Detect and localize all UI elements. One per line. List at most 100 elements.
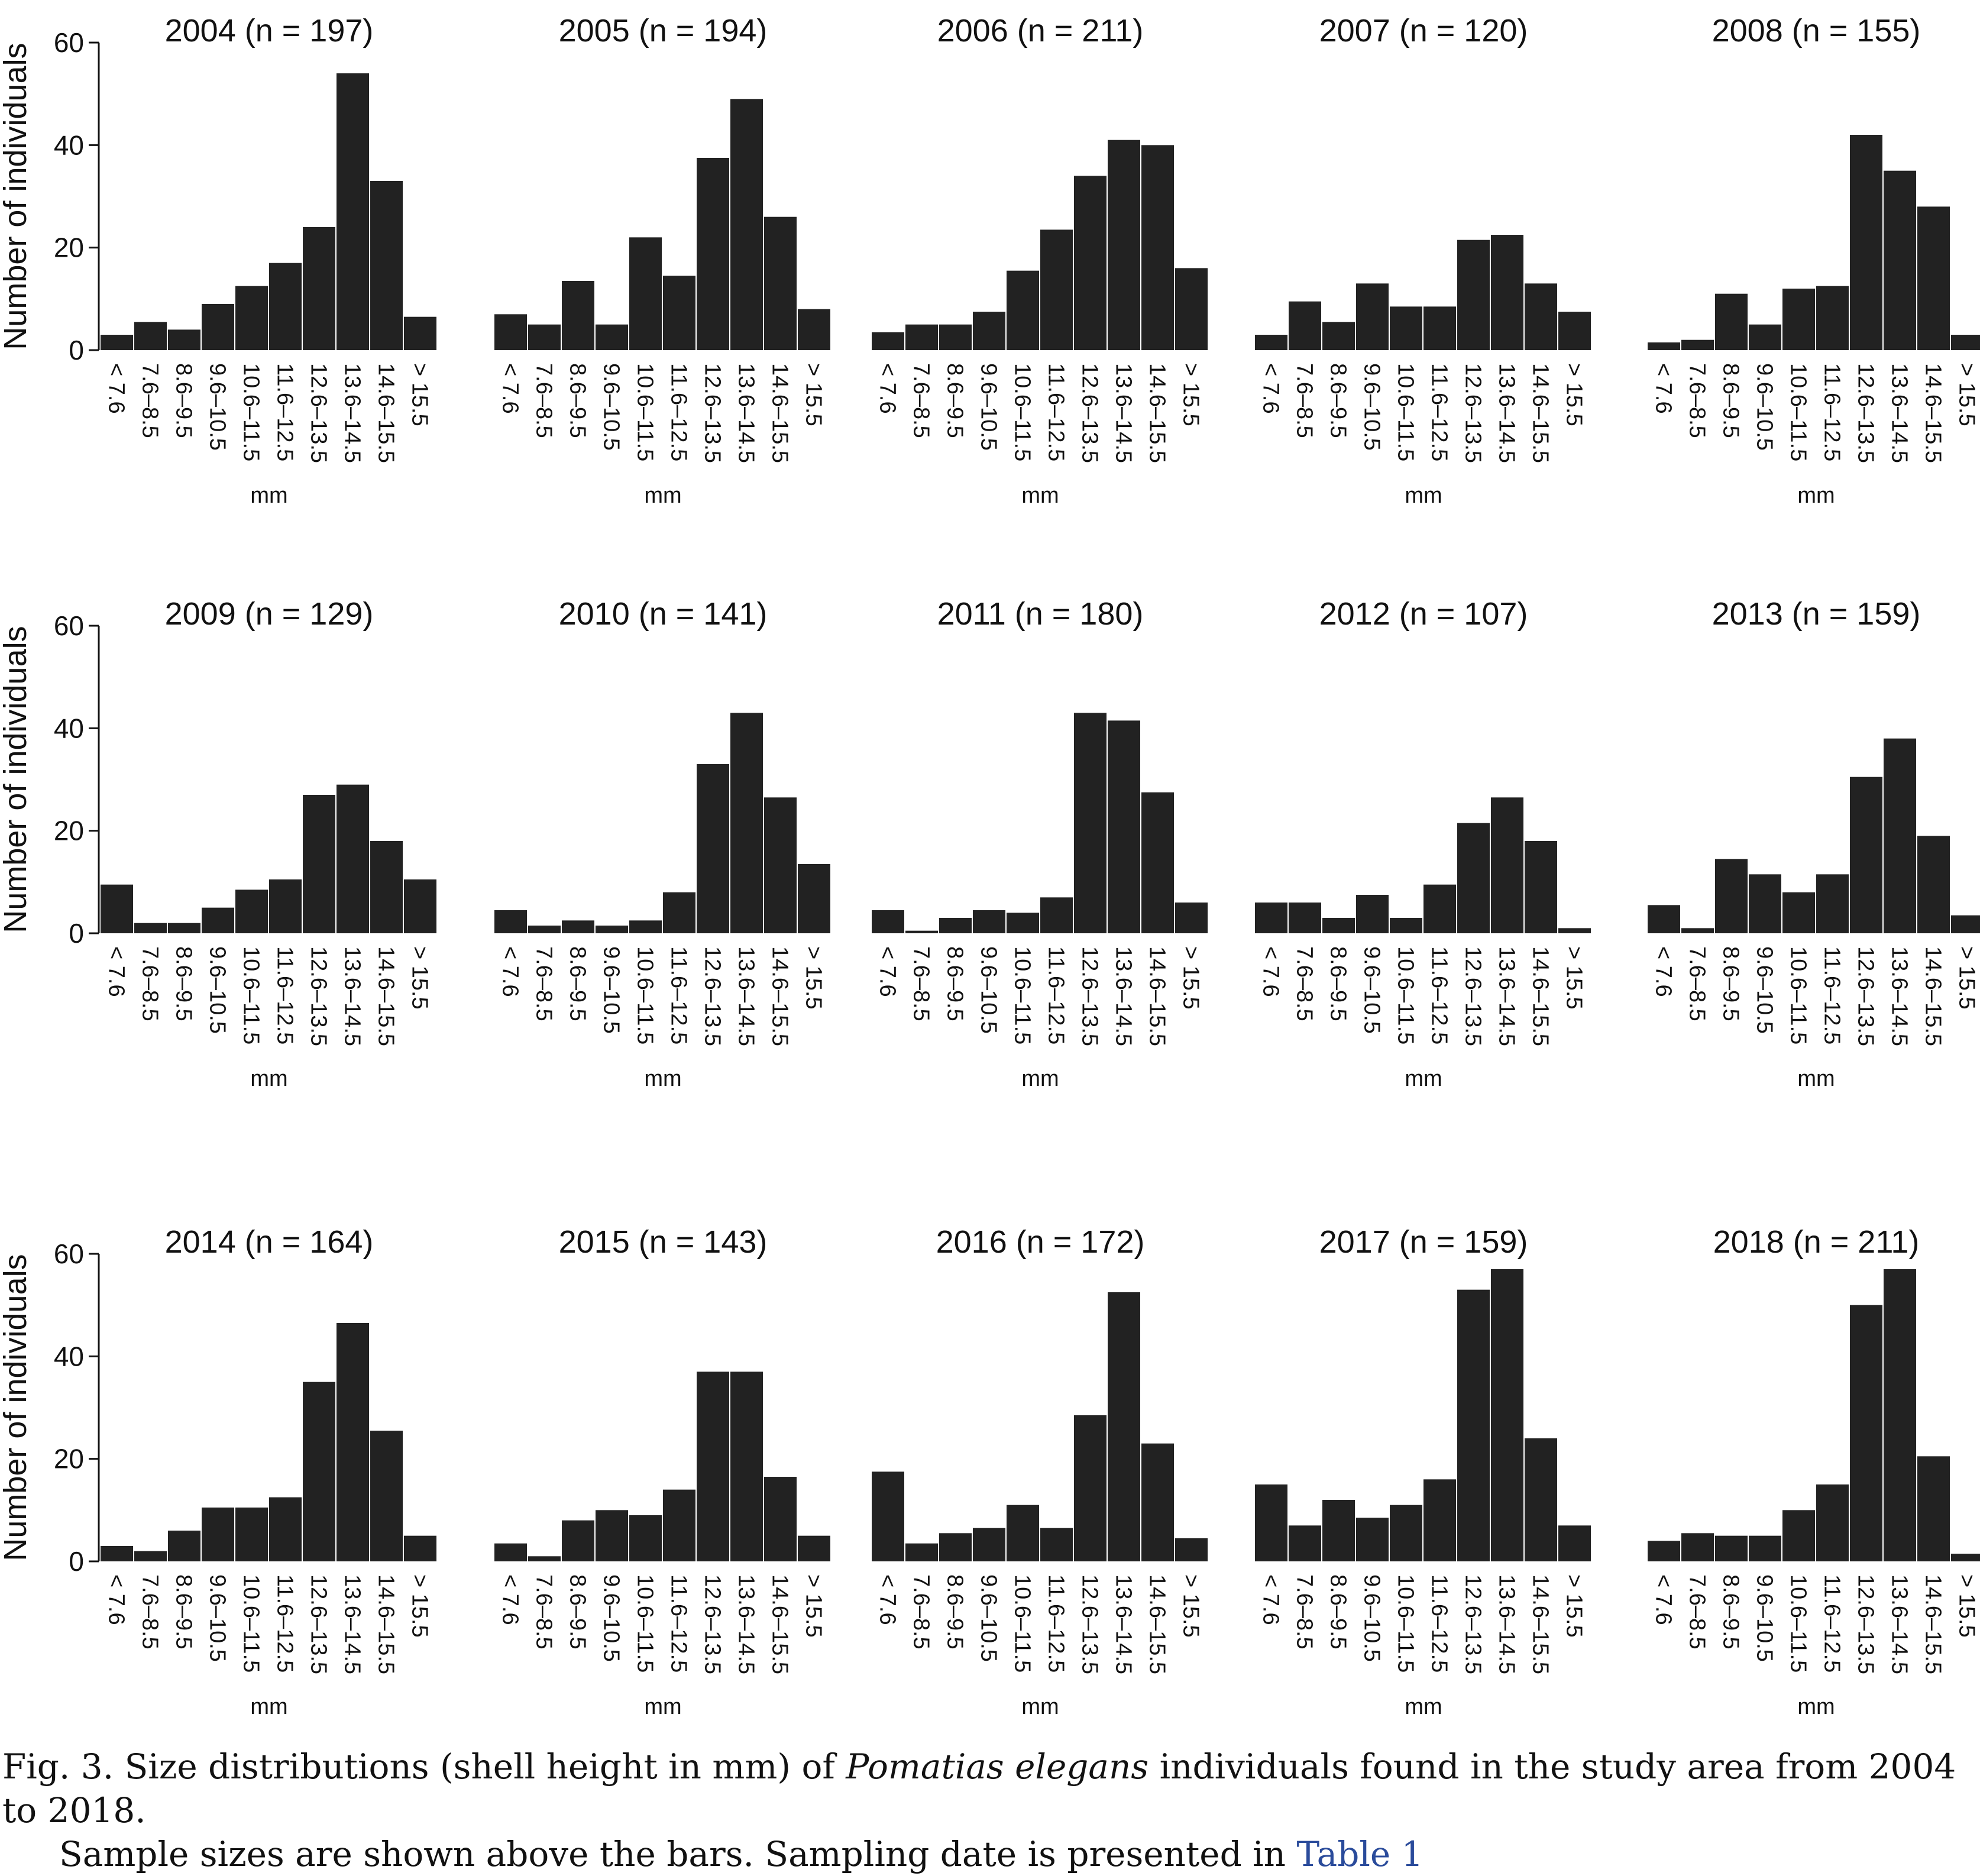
x-tick-label: 11.6–12.5 (1044, 363, 1069, 461)
histogram-bar (337, 1323, 369, 1561)
figure-caption: Fig. 3. Size distributions (shell height… (2, 1745, 1978, 1876)
x-tick-label: 9.6–10.5 (599, 1574, 624, 1662)
x-tick-label: 13.6–14.5 (1887, 1574, 1912, 1674)
histogram-bar (303, 795, 335, 933)
x-tick-label: > 15.5 (1955, 1574, 1979, 1638)
histogram-bar (1681, 1533, 1714, 1561)
y-tick-label: 0 (69, 918, 84, 949)
x-axis-title: mm (644, 1694, 681, 1719)
x-tick-label: 9.6–10.5 (976, 1574, 1001, 1662)
histogram-bar (1681, 339, 1714, 350)
y-tick-label: 40 (54, 1341, 84, 1372)
histogram-bar (1782, 289, 1815, 350)
histogram-bar (1255, 903, 1287, 933)
histogram-bar (596, 1510, 628, 1561)
histogram-bar (1423, 1479, 1456, 1561)
histogram-bar (1457, 240, 1490, 350)
x-tick-label: 10.6–11.5 (1393, 363, 1418, 461)
x-tick-label: 9.6–10.5 (1752, 1574, 1777, 1662)
x-tick-label: 8.6–9.5 (1719, 1574, 1743, 1649)
x-tick-label: 7.6–8.5 (138, 946, 163, 1021)
x-tick-label: 7.6–8.5 (532, 363, 557, 438)
x-tick-label: 13.6–14.5 (1887, 946, 1912, 1046)
panel-title: 2008 (n = 155) (1712, 13, 1921, 48)
histogram-bar (1255, 1484, 1287, 1561)
x-tick-label: 13.6–14.5 (1494, 363, 1519, 463)
x-tick-label: 7.6–8.5 (532, 1574, 557, 1649)
x-tick-label: 9.6–10.5 (205, 363, 230, 451)
histogram-bar (1356, 895, 1389, 933)
x-tick-label: 7.6–8.5 (532, 946, 557, 1021)
x-tick-label: 10.6–11.5 (633, 946, 658, 1044)
x-axis-title: mm (1797, 1694, 1835, 1719)
panel-title: 2018 (n = 211) (1713, 1224, 1920, 1260)
histogram-bar (202, 907, 234, 933)
y-tick-label: 60 (54, 27, 84, 58)
y-tick-label: 40 (54, 130, 84, 160)
x-tick-label: 14.6–15.5 (374, 1574, 399, 1674)
x-tick-label: 11.6–12.5 (273, 946, 297, 1044)
panel-title: 2016 (n = 172) (936, 1224, 1145, 1260)
x-tick-label: 10.6–11.5 (1786, 946, 1811, 1044)
x-tick-label: 14.6–15.5 (768, 1574, 792, 1674)
histogram-bar (1782, 1510, 1815, 1561)
histogram-bar (798, 1535, 830, 1561)
histogram-bar (1457, 1289, 1490, 1561)
y-tick-label: 20 (54, 816, 84, 846)
histogram-bar (494, 910, 527, 933)
x-tick-label: 14.6–15.5 (768, 946, 792, 1046)
x-tick-label: 10.6–11.5 (1786, 363, 1811, 461)
histogram-bar (134, 1551, 167, 1561)
histogram-bar (168, 1531, 200, 1561)
x-tick-label: 8.6–9.5 (1719, 363, 1743, 438)
histogram-bar (798, 864, 830, 933)
x-tick-label: 12.6–13.5 (1853, 946, 1878, 1046)
x-tick-label: 13.6–14.5 (340, 946, 365, 1046)
histogram-bar (1491, 797, 1523, 933)
histogram-bar (1074, 713, 1107, 933)
histogram-bar (337, 784, 369, 933)
histogram-bar (269, 1497, 302, 1561)
x-axis-title: mm (1021, 1066, 1059, 1091)
histogram-bar (905, 324, 938, 350)
x-tick-label: 12.6–13.5 (700, 1574, 725, 1674)
x-tick-label: 8.6–9.5 (1326, 1574, 1351, 1649)
x-tick-label: 10.6–11.5 (1786, 1574, 1811, 1673)
x-tick-label: 13.6–14.5 (734, 1574, 759, 1674)
x-tick-label: 9.6–10.5 (1360, 1574, 1384, 1662)
x-tick-label: 13.6–14.5 (734, 946, 759, 1046)
x-tick-label: < 7.6 (1651, 1574, 1676, 1625)
histogram-bar (1816, 1484, 1849, 1561)
histogram-bar (1390, 306, 1422, 350)
x-tick-label: 14.6–15.5 (768, 363, 792, 463)
histogram-bar (1007, 270, 1039, 350)
x-tick-label: > 15.5 (1955, 363, 1979, 426)
x-tick-label: 14.6–15.5 (1921, 1574, 1946, 1674)
x-tick-label: 9.6–10.5 (1360, 363, 1384, 451)
x-tick-label: < 7.6 (104, 1574, 129, 1625)
panel-title: 2005 (n = 194) (559, 13, 768, 48)
panel-title: 2012 (n = 107) (1319, 596, 1528, 632)
histogram-bar (1749, 874, 1781, 933)
x-tick-label: 7.6–8.5 (1292, 1574, 1317, 1649)
x-tick-label: < 7.6 (1258, 363, 1283, 414)
histogram-bar (697, 764, 729, 933)
x-tick-label: 10.6–11.5 (239, 363, 264, 461)
x-tick-label: 11.6–12.5 (1427, 1574, 1452, 1673)
x-axis-title: mm (1021, 1694, 1059, 1719)
y-tick-label: 20 (54, 1444, 84, 1474)
table-1-link[interactable]: Table 1 (1296, 1834, 1423, 1874)
histogram-bar (1917, 1456, 1950, 1561)
histogram-bar (939, 324, 972, 350)
x-tick-label: 8.6–9.5 (1326, 363, 1351, 438)
panel-title: 2007 (n = 120) (1319, 13, 1528, 48)
histogram-bar (168, 923, 200, 933)
x-tick-label: 11.6–12.5 (1044, 1574, 1069, 1673)
histogram-bar (1951, 1554, 1980, 1561)
x-tick-label: 14.6–15.5 (1921, 363, 1946, 463)
x-axis-title: mm (1405, 1066, 1442, 1091)
histogram-bar (872, 910, 904, 933)
x-tick-label: 14.6–15.5 (1921, 946, 1946, 1046)
histogram-bar (1850, 135, 1882, 350)
histogram-bar (562, 281, 594, 350)
